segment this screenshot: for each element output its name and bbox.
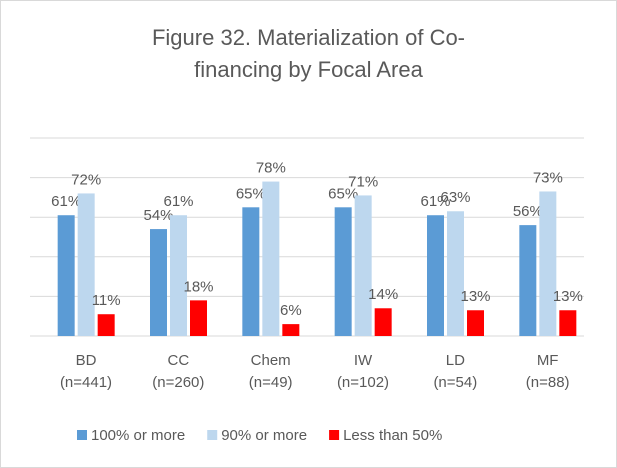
- data-label: 11%: [92, 292, 121, 309]
- x-tick-label: Chem (n=49): [248, 352, 293, 391]
- bar: [374, 308, 392, 336]
- bar: [150, 229, 167, 336]
- data-label: 65%: [328, 185, 358, 202]
- data-label: 78%: [256, 160, 286, 177]
- bar: [170, 215, 187, 336]
- data-label: 71%: [348, 173, 378, 190]
- data-label: 61%: [163, 193, 193, 210]
- legend-swatch: [329, 430, 340, 440]
- data-label: 56%: [513, 203, 543, 220]
- data-label: 6%: [280, 302, 302, 319]
- legend-swatch: [77, 430, 87, 440]
- legend-label: Less than 50%: [343, 427, 442, 444]
- data-label: 13%: [460, 288, 490, 305]
- bar: [559, 310, 577, 336]
- data-label: 61%: [51, 193, 81, 210]
- bar: [190, 300, 207, 336]
- legend-swatch: [207, 430, 218, 440]
- bar: [334, 207, 352, 336]
- data-label: 65%: [236, 185, 266, 202]
- bar: [539, 191, 557, 336]
- x-tick-label: MF (n=88): [525, 352, 570, 391]
- data-label: 72%: [71, 171, 101, 188]
- data-label: 18%: [183, 278, 213, 295]
- legend-label: 100% or more: [91, 427, 185, 444]
- x-tick-label: CC (n=260): [152, 352, 205, 391]
- bar: [447, 211, 464, 336]
- bar: [262, 181, 280, 336]
- data-label: 63%: [440, 189, 470, 206]
- bar: [57, 215, 75, 336]
- chart-title: Figure 32. Materialization of Co-financi…: [151, 25, 466, 82]
- data-label: 61%: [420, 193, 450, 210]
- data-label: 73%: [533, 169, 563, 186]
- x-tick-label: IW (n=102): [336, 352, 390, 391]
- bar: [519, 225, 537, 336]
- bar: [77, 193, 95, 336]
- data-label: 13%: [553, 288, 583, 305]
- bar: [467, 310, 484, 336]
- legend-label: 90% or more: [221, 427, 307, 444]
- bar: [282, 324, 300, 336]
- bar: [427, 215, 444, 336]
- x-tick-label: BD (n=441): [59, 352, 113, 391]
- bar: [242, 207, 260, 336]
- data-label: 54%: [143, 207, 173, 224]
- bar: [97, 314, 115, 336]
- data-label: 14%: [368, 286, 398, 303]
- bar: [354, 195, 372, 336]
- x-tick-label: LD (n=54): [433, 352, 478, 391]
